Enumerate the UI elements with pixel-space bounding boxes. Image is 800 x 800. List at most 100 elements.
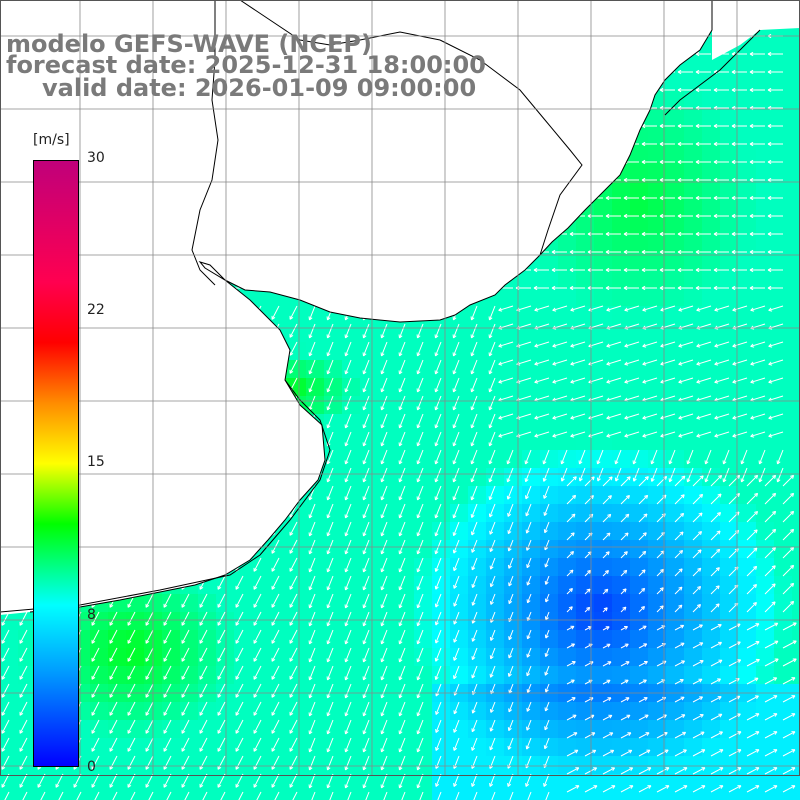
field-cell: [774, 198, 793, 217]
wind-arrow: [731, 267, 747, 273]
field-cell: [288, 342, 307, 361]
field-cell: [378, 666, 397, 685]
field-cell: [648, 792, 667, 800]
field-cell: [648, 648, 667, 667]
field-cell: [522, 702, 541, 721]
field-cell: [504, 612, 523, 631]
field-cell: [684, 90, 703, 109]
field-cell: [396, 630, 415, 649]
field-cell: [486, 504, 505, 523]
field-cell: [450, 666, 469, 685]
field-cell: [414, 594, 433, 613]
wind-arrow: [695, 213, 711, 219]
wind-arrow: [623, 231, 639, 237]
field-cell: [738, 612, 757, 631]
wind-arrow: [534, 431, 550, 438]
wind-arrow: [398, 413, 406, 429]
field-cell: [612, 450, 631, 469]
field-cell: [648, 486, 667, 505]
wind-arrow: [767, 231, 783, 237]
field-cell: [126, 792, 145, 800]
field-cell: [360, 612, 379, 631]
field-cell: [306, 540, 325, 559]
field-cell: [18, 774, 37, 793]
wind-arrow: [434, 395, 442, 411]
field-cell: [324, 522, 343, 541]
field-cell: [594, 738, 613, 757]
field-cell: [558, 702, 577, 721]
field-cell: [414, 432, 433, 451]
field-cell: [792, 666, 800, 685]
field-cell: [774, 774, 793, 793]
wind-arrow: [732, 413, 748, 420]
field-cell: [540, 270, 559, 289]
field-cell: [450, 540, 469, 559]
field-cell: [90, 738, 109, 757]
field-cell: [720, 540, 739, 559]
field-cell: [792, 612, 800, 631]
field-cell: [234, 630, 253, 649]
field-cell: [378, 774, 397, 793]
field-cell: [684, 234, 703, 253]
field-cell: [702, 234, 721, 253]
field-cell: [504, 756, 523, 775]
wind-arrow: [606, 305, 622, 312]
field-cell: [414, 522, 433, 541]
field-cell: [486, 612, 505, 631]
field-cell: [738, 540, 757, 559]
field-cell: [648, 756, 667, 775]
wind-arrow: [642, 431, 658, 438]
wind-arrow: [623, 285, 639, 291]
field-cell: [792, 486, 800, 505]
field-cell: [432, 504, 451, 523]
field-cell: [396, 468, 415, 487]
field-cell: [342, 558, 361, 577]
field-cell: [504, 486, 523, 505]
field-cell: [756, 342, 775, 361]
field-cell: [756, 738, 775, 757]
field-cell: [522, 342, 541, 361]
wind-arrow: [605, 285, 621, 291]
field-cell: [396, 756, 415, 775]
field-cell: [558, 360, 577, 379]
field-cell: [738, 54, 757, 73]
field-cell: [288, 306, 307, 325]
field-cell: [90, 756, 109, 775]
field-cell: [288, 540, 307, 559]
field-cell: [774, 756, 793, 775]
field-cell: [720, 288, 739, 307]
field-cell: [252, 288, 271, 307]
field-cell: [540, 576, 559, 595]
field-cell: [468, 792, 487, 800]
field-cell: [612, 378, 631, 397]
field-cell: [648, 720, 667, 739]
field-cell: [108, 792, 127, 800]
wind-arrow: [696, 359, 712, 366]
field-cell: [774, 630, 793, 649]
field-cell: [756, 630, 775, 649]
field-cell: [360, 342, 379, 361]
field-cell: [360, 576, 379, 595]
field-cell: [486, 306, 505, 325]
field-cell: [576, 738, 595, 757]
field-cell: [774, 54, 793, 73]
field-cell: [144, 774, 163, 793]
wind-arrow: [452, 431, 460, 447]
wind-arrow: [678, 431, 694, 438]
field-cell: [180, 594, 199, 613]
field-cell: [324, 738, 343, 757]
field-cell: [594, 252, 613, 271]
field-cell: [234, 738, 253, 757]
field-cell: [288, 774, 307, 793]
field-cell: [702, 702, 721, 721]
field-cell: [414, 342, 433, 361]
field-cell: [792, 756, 800, 775]
field-cell: [684, 126, 703, 145]
field-cell: [360, 558, 379, 577]
field-cell: [684, 738, 703, 757]
field-cell: [414, 540, 433, 559]
field-cell: [360, 738, 379, 757]
field-cell: [720, 774, 739, 793]
field-cell: [108, 720, 127, 739]
wind-arrow: [470, 323, 478, 339]
